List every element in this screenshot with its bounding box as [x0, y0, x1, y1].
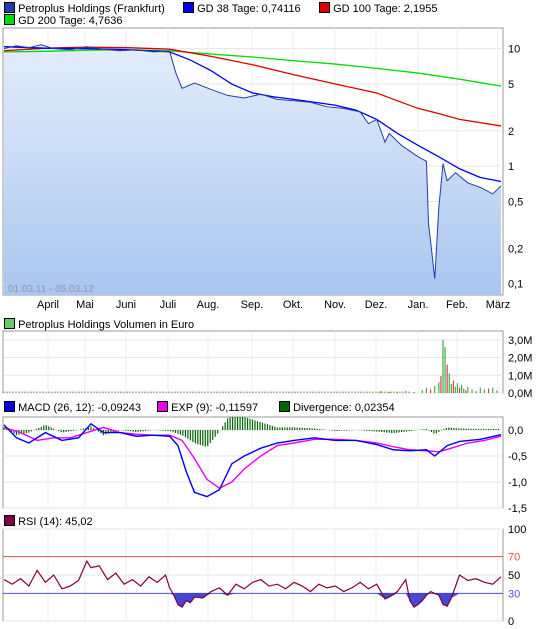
legend-label: MACD (26, 12): -0,09243: [18, 402, 141, 414]
rsi-tick-label: 100: [508, 524, 526, 536]
legend-item-macd: MACD (26, 12): -0,09243: [4, 401, 141, 414]
price-tick-label: 0,5: [508, 197, 523, 209]
legend-label: EXP (9): -0,11597: [171, 402, 259, 414]
legend-swatch: [183, 2, 194, 13]
legend-item-divergence: Divergence: 0,02354: [279, 401, 395, 414]
macd-tick-label: -1,5: [508, 503, 527, 515]
macd-tick-label: -1,0: [508, 477, 527, 489]
volume-layer: [3, 339, 498, 393]
price-legend: Petroplus Holdings (Frankfurt) GD 38 Tag…: [0, 0, 545, 27]
volume-legend: Petroplus Holdings Volumen in Euro: [4, 318, 194, 331]
volume-tick-label: 3,0M: [508, 335, 532, 347]
legend-swatch: [4, 515, 15, 526]
legend-label: GD 200 Tage: 4,7636: [18, 15, 123, 27]
price-series-line: [3, 44, 502, 279]
legend-item-price: Petroplus Holdings (Frankfurt): [4, 2, 165, 15]
price-tick-label: 0,1: [508, 279, 523, 291]
month-label: Sep.: [241, 299, 264, 311]
price-layer: [3, 44, 502, 295]
legend-swatch: [4, 318, 15, 329]
rsi-oversold-fill: [4, 593, 501, 608]
month-label: Jan.: [408, 299, 429, 311]
price-tick-label: 10: [508, 44, 520, 56]
rsi-tick-label: 30: [508, 588, 520, 600]
rsi-layer: [3, 559, 502, 609]
price-series-line: [3, 49, 502, 87]
label-layer: 10 5 2 1 0,5 0,2 0,1 April Mai Juni Juli Aug. Sep. Ok…: [37, 44, 532, 628]
legend-label: Divergence: 0,02354: [293, 402, 395, 414]
legend-swatch: [4, 2, 15, 13]
legend-label: Petroplus Holdings (Frankfurt): [18, 3, 165, 15]
month-label: April: [37, 299, 59, 311]
legend-item-gd100: GD 100 Tage: 2,1955: [319, 2, 437, 15]
rsi-legend: RSI (14): 45,02: [4, 515, 93, 528]
rsi-tick-label: 50: [508, 570, 520, 582]
price-tick-label: 5: [508, 79, 514, 91]
month-label: Mai: [76, 299, 94, 311]
macd-tick-label: -0,5: [508, 451, 527, 463]
volume-title: Petroplus Holdings Volumen in Euro: [18, 319, 195, 331]
month-label: Juli: [160, 299, 177, 311]
legend-swatch: [279, 401, 290, 412]
month-label: Feb.: [446, 299, 468, 311]
month-label: Okt.: [283, 299, 303, 311]
month-label: Aug.: [197, 299, 220, 311]
volume-tick-label: 2,0M: [508, 353, 532, 365]
price-series-line: [3, 46, 502, 127]
legend-label: RSI (14): 45,02: [18, 516, 93, 528]
legend-label: GD 100 Tage: 2,1955: [333, 3, 438, 15]
legend-swatch: [157, 401, 168, 412]
price-tick-label: 2: [508, 126, 514, 138]
legend-item-gd200: GD 200 Tage: 4,7636: [4, 14, 122, 27]
volume-tick-label: 1,0M: [508, 370, 532, 382]
legend-swatch: [319, 2, 330, 13]
date-range-label: 01.03.11 - 05.03.12: [8, 284, 94, 295]
legend-label: GD 38 Tage: 0,74116: [197, 3, 301, 15]
macd-legend: MACD (26, 12): -0,09243 EXP (9): -0,1159…: [0, 401, 545, 415]
month-label: März: [486, 299, 510, 311]
legend-swatch: [4, 401, 15, 412]
legend-swatch: [4, 14, 15, 25]
macd-tick-label: 0,0: [508, 425, 523, 437]
rsi-series-line: [3, 559, 502, 609]
legend-item-gd38: GD 38 Tage: 0,74116: [183, 2, 301, 15]
rsi-tick-label: 0: [508, 616, 514, 628]
legend-item-exp: EXP (9): -0,11597: [157, 401, 258, 414]
price-area-fill: [4, 44, 501, 295]
month-label: Juni: [116, 299, 136, 311]
macd-series-line: [3, 422, 502, 498]
rsi-tick-label: 70: [508, 552, 520, 564]
month-label: Nov.: [324, 299, 346, 311]
macd-layer: [3, 417, 502, 498]
month-label: Dez.: [365, 299, 388, 311]
price-tick-label: 0,2: [508, 243, 523, 255]
volume-panel-frame: [2, 330, 504, 394]
volume-tick-label: 0,0M: [508, 388, 532, 400]
price-tick-label: 1: [508, 161, 514, 173]
